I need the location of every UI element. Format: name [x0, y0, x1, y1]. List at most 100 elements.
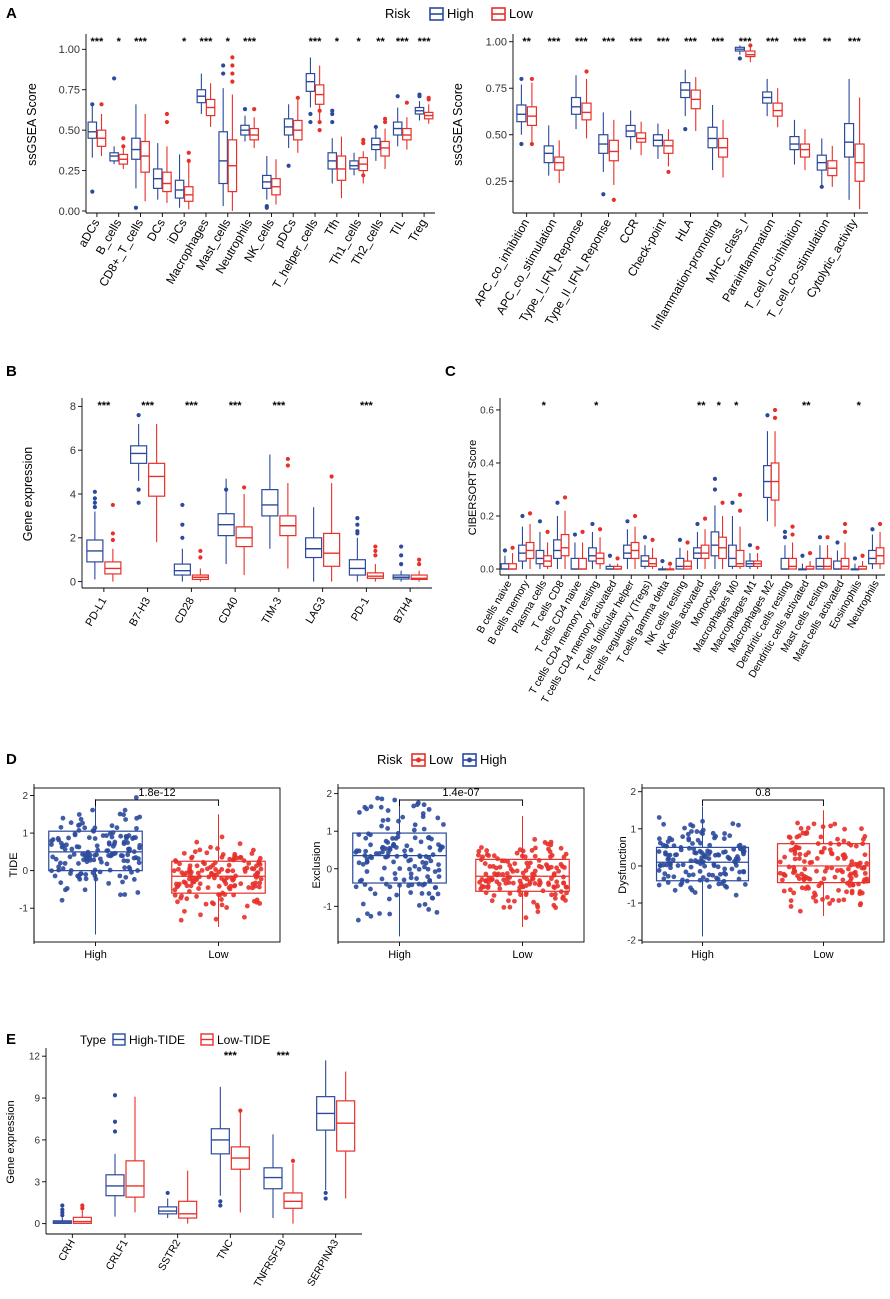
chart-d1-point	[204, 850, 210, 856]
chart-e-xtick-label: TNFRSF19	[252, 1237, 289, 1289]
chart-b-ytick-label: 2	[70, 533, 76, 545]
chart-d3-point	[813, 892, 818, 898]
chart-e-box-sstr2-low-tide	[178, 1170, 198, 1224]
chart-a2-box-mhc-class-i-high-outlier	[737, 56, 742, 61]
chart-d1-point	[253, 880, 258, 886]
chart-d3-point	[818, 880, 824, 886]
chart-c-box-t-cells-cd4-naive-high-box	[570, 557, 580, 570]
chart-d1-point	[193, 875, 199, 881]
chart-d1-point	[125, 858, 130, 864]
chart-a1-box-nk-cells-low	[271, 159, 281, 205]
chart-a1-box-b-cells-high	[109, 76, 119, 165]
chart-d2-point	[400, 814, 406, 820]
chart-d3-point	[706, 851, 712, 857]
chart-d1-point	[257, 880, 263, 886]
chart-d3-point	[777, 870, 783, 876]
chart-d2-xtick-label: High	[388, 949, 411, 961]
chart-a1-ytick-label: 0.25	[59, 165, 80, 177]
chart-c-significance: *	[594, 400, 599, 412]
chart-d1-point	[106, 880, 112, 886]
chart-d3-point	[710, 872, 716, 878]
chart-d2-point	[401, 877, 407, 883]
chart-c-box-monocytes-high-outlier	[712, 476, 718, 481]
chart-b-box-cd40-high	[217, 478, 235, 565]
chart-a2-box-type-i-ifn-reponse-low	[581, 69, 592, 139]
chart-d2-point	[356, 832, 362, 837]
chart-a1-box-macrophages-low	[205, 83, 216, 127]
chart-d3-point	[858, 901, 864, 906]
chart-b-xtick-label: B7H4	[392, 596, 416, 626]
chart-e-ytick-label: 12	[29, 1052, 41, 1063]
chart-d1-point	[209, 870, 214, 876]
chart-d3-point	[712, 835, 717, 841]
chart-d2-point	[417, 853, 423, 859]
chart-d3-point	[861, 836, 866, 842]
chart-d3-point	[821, 876, 827, 882]
chart-d2-point	[482, 861, 488, 866]
chart-c-box-nk-cells-activated-high-outlier	[695, 521, 700, 527]
chart-a2-box-hla-high	[680, 69, 691, 132]
chart-d1-point	[83, 872, 89, 877]
chart-c-box-dendritic-cells-resting-high	[780, 529, 790, 570]
chart-a1-box-b-cells-high-outlier	[112, 76, 117, 81]
chart-d3-point	[661, 821, 667, 827]
chart-d2-point	[416, 902, 422, 908]
chart-b-box-pd-l1-low	[104, 502, 122, 582]
chart-b-box-pd-1-high-outlier	[355, 515, 360, 521]
chart-b-box-b7h4-low	[410, 557, 428, 582]
chart-d3-point	[725, 854, 731, 860]
chart-b-box-cd28-high-outlier	[180, 522, 185, 527]
chart-d1-point	[213, 867, 218, 872]
chart-d1-point	[50, 854, 56, 860]
chart-d2-point	[415, 800, 421, 806]
chart-d3-point	[665, 856, 671, 862]
chart-c-box-t-cells-cd4-memory-activated-low	[613, 556, 622, 570]
chart-d3-point	[840, 869, 845, 875]
chart-d1-point	[178, 917, 184, 923]
chart-a1-box-idcs-high	[174, 154, 185, 208]
chart-a2-xtick-label: HLA	[672, 217, 696, 244]
chart-d3-point	[707, 842, 713, 848]
chart-d2-point	[507, 904, 513, 910]
chart-d3-point	[688, 864, 694, 870]
chart-d2-point	[494, 879, 500, 885]
chart-b-box-pd-1-low-outlier	[373, 548, 378, 554]
chart-a2-significance: ***	[602, 36, 616, 48]
chart-d2-points-low	[476, 836, 570, 921]
chart-e-box-tnc-high-tide-box	[210, 1128, 230, 1155]
chart-a1-box-t-helper-cells-low	[314, 65, 325, 133]
chart-d3-point	[702, 863, 708, 869]
chart-d3-point	[791, 890, 797, 896]
chart-d3-point	[656, 882, 662, 888]
chart-d2-point	[552, 891, 558, 897]
chart-c-box-macrophages-m0-low-outlier	[737, 508, 743, 513]
chart-a2-box-apc-co-stimulation-high	[543, 125, 554, 176]
chart-a2-significance: ***	[657, 36, 671, 48]
chart-d1-point	[215, 846, 220, 851]
chart-a2-significance: ***	[629, 36, 643, 48]
chart-d2-point	[549, 852, 555, 858]
chart-d2-point	[377, 911, 382, 916]
chart-c-box-b-cells-memory-low	[525, 511, 535, 570]
chart-a2-box-hla-low	[690, 77, 701, 132]
chart-d3-point	[797, 908, 803, 914]
chart-d1-point	[49, 842, 54, 847]
chart-c-box-nk-cells-resting-low-outlier	[685, 540, 690, 545]
chart-d2-point	[523, 915, 529, 921]
chart-c-box-t-cells-gamma-delta-high	[658, 558, 667, 571]
chart-a2-box-cytolytic-activity-low	[854, 97, 865, 210]
chart-a1-box-th2-cells-low-outlier	[382, 119, 388, 125]
chart-b-box-pd-l1-low-outlier	[110, 502, 115, 508]
chart-d2-point	[476, 848, 482, 854]
chart-a1-box-idcs-high-box	[174, 179, 185, 199]
chart-b-box-tim-3-low-outlier	[285, 456, 290, 462]
chart-d2-point	[421, 826, 427, 832]
chart-d2-pvalue: 1.4e-07	[442, 787, 479, 799]
chart-d1-point	[172, 887, 178, 893]
chart-d2-point	[357, 810, 362, 815]
chart-d2-point	[360, 861, 366, 867]
chart-d2-ytick-label: 0	[326, 864, 332, 875]
chart-a1-box-pdcs-low-outlier	[295, 95, 300, 100]
chart-d1-point	[230, 868, 236, 874]
chart-c-box-mast-cells-activated-low-box	[840, 557, 850, 570]
